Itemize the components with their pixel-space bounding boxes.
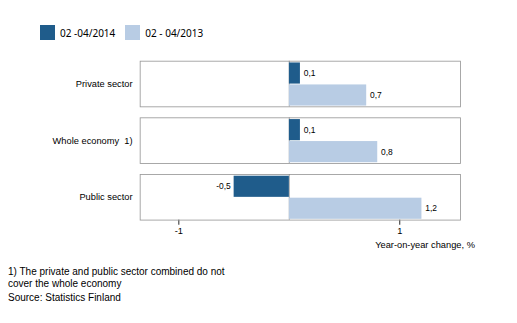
html-text:02 -04/2014: 02 -04/2014 [60,25,116,40]
svg-text:-1: -1 [175,226,183,236]
html-text:Source: Statistics Finland: Source: Statistics Finland [8,292,121,304]
svg-text:0,1: 0,1 [304,68,316,78]
svg-text:-0,5: -0,5 [216,181,231,191]
svg-text:Public sector: Public sector [79,192,132,202]
svg-text:1: 1 [397,226,402,236]
svg-text:0,1: 0,1 [304,125,316,135]
svg-text:0,8: 0,8 [381,147,393,157]
html-text:02 - 04/2013: 02 - 04/2013 [145,25,204,40]
svg-text:Year-on-year change, %: Year-on-year change, % [375,240,475,250]
svg-text:Whole economy 1): Whole economy 1) [53,136,133,146]
svg-text:1,2: 1,2 [425,203,437,213]
svg-text:0,7: 0,7 [370,90,382,100]
html-text:1) The private and public sect: 1) The private and public sector combine… [8,266,225,290]
svg-text:Private sector: Private sector [76,79,133,89]
